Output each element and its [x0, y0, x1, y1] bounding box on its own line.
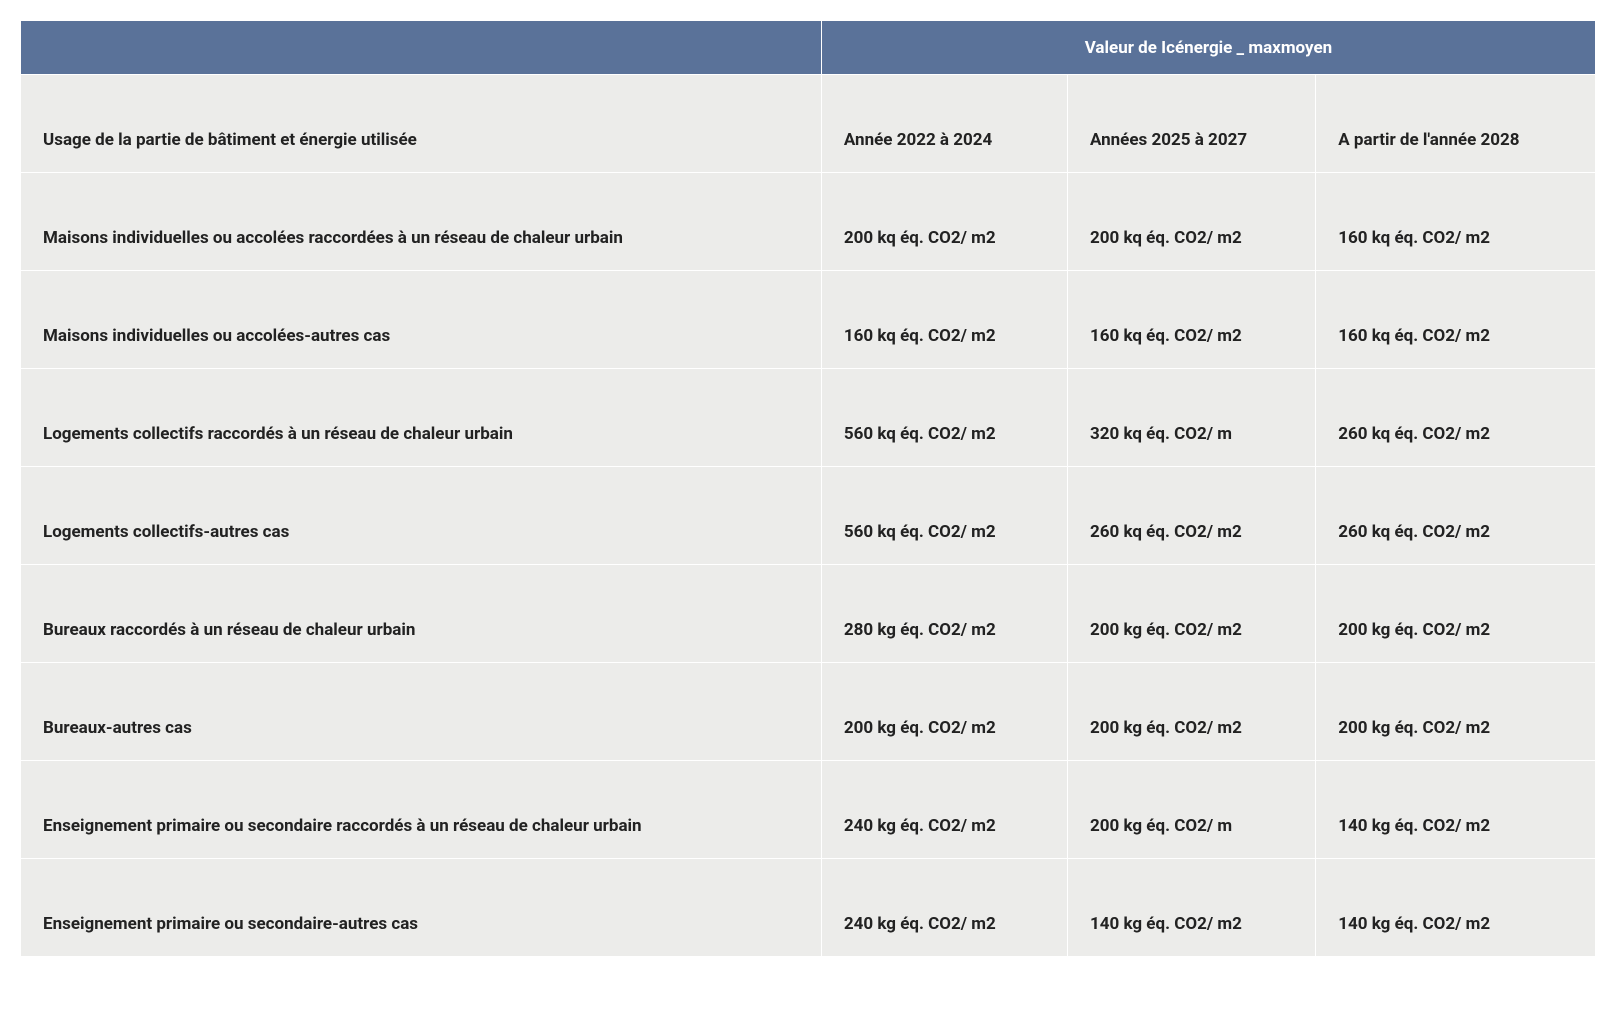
- cell-usage: Maisons individuelles ou accolées-autres…: [21, 271, 822, 369]
- column-header-period3: A partir de l'année 2028: [1316, 75, 1596, 173]
- cell-period3: 160 kq éq. CO2/ m2: [1316, 271, 1596, 369]
- cell-usage: Bureaux raccordés à un réseau de chaleur…: [21, 565, 822, 663]
- cell-period1: 240 kg éq. CO2/ m2: [821, 761, 1067, 859]
- header-title-cell: Valeur de Icénergie _ maxmoyen: [821, 21, 1595, 75]
- cell-period3: 200 kg éq. CO2/ m2: [1316, 565, 1596, 663]
- cell-usage: Bureaux-autres cas: [21, 663, 822, 761]
- table-row: Logements collectifs-autres cas 560 kq é…: [21, 467, 1596, 565]
- table-row: Logements collectifs raccordés à un rése…: [21, 369, 1596, 467]
- cell-usage: Logements collectifs raccordés à un rése…: [21, 369, 822, 467]
- table-row: Enseignement primaire ou secondaire-autr…: [21, 859, 1596, 957]
- header-row-1: Valeur de Icénergie _ maxmoyen: [21, 21, 1596, 75]
- cell-period1: 200 kq éq. CO2/ m2: [821, 173, 1067, 271]
- cell-period1: 160 kq éq. CO2/ m2: [821, 271, 1067, 369]
- cell-period1: 560 kq éq. CO2/ m2: [821, 369, 1067, 467]
- cell-period1: 560 kq éq. CO2/ m2: [821, 467, 1067, 565]
- cell-period2: 260 kq éq. CO2/ m2: [1067, 467, 1315, 565]
- cell-period1: 280 kg éq. CO2/ m2: [821, 565, 1067, 663]
- cell-period2: 140 kg éq. CO2/ m2: [1067, 859, 1315, 957]
- cell-usage: Enseignement primaire ou secondaire-autr…: [21, 859, 822, 957]
- cell-usage: Enseignement primaire ou secondaire racc…: [21, 761, 822, 859]
- cell-period2: 200 kg éq. CO2/ m2: [1067, 565, 1315, 663]
- cell-usage: Maisons individuelles ou accolées raccor…: [21, 173, 822, 271]
- cell-period3: 260 kq éq. CO2/ m2: [1316, 369, 1596, 467]
- cell-period3: 140 kg éq. CO2/ m2: [1316, 859, 1596, 957]
- cell-usage: Logements collectifs-autres cas: [21, 467, 822, 565]
- column-header-period1: Année 2022 à 2024: [821, 75, 1067, 173]
- energy-table: Valeur de Icénergie _ maxmoyen Usage de …: [20, 20, 1596, 957]
- cell-period2: 160 kq éq. CO2/ m2: [1067, 271, 1315, 369]
- table-row: Bureaux raccordés à un réseau de chaleur…: [21, 565, 1596, 663]
- table-row: Enseignement primaire ou secondaire racc…: [21, 761, 1596, 859]
- cell-period3: 140 kg éq. CO2/ m2: [1316, 761, 1596, 859]
- header-blank-cell: [21, 21, 822, 75]
- cell-period1: 200 kg éq. CO2/ m2: [821, 663, 1067, 761]
- table-body: Maisons individuelles ou accolées raccor…: [21, 173, 1596, 957]
- cell-period3: 160 kq éq. CO2/ m2: [1316, 173, 1596, 271]
- table-row: Maisons individuelles ou accolées-autres…: [21, 271, 1596, 369]
- cell-period2: 200 kq éq. CO2/ m2: [1067, 173, 1315, 271]
- table-row: Maisons individuelles ou accolées raccor…: [21, 173, 1596, 271]
- cell-period3: 200 kg éq. CO2/ m2: [1316, 663, 1596, 761]
- cell-period2: 200 kg éq. CO2/ m2: [1067, 663, 1315, 761]
- column-header-period2: Années 2025 à 2027: [1067, 75, 1315, 173]
- cell-period2: 200 kg éq. CO2/ m: [1067, 761, 1315, 859]
- header-row-2: Usage de la partie de bâtiment et énergi…: [21, 75, 1596, 173]
- energy-table-container: Valeur de Icénergie _ maxmoyen Usage de …: [20, 20, 1596, 957]
- cell-period3: 260 kq éq. CO2/ m2: [1316, 467, 1596, 565]
- cell-period1: 240 kg éq. CO2/ m2: [821, 859, 1067, 957]
- table-row: Bureaux-autres cas 200 kg éq. CO2/ m2 20…: [21, 663, 1596, 761]
- cell-period2: 320 kq éq. CO2/ m: [1067, 369, 1315, 467]
- column-header-usage: Usage de la partie de bâtiment et énergi…: [21, 75, 822, 173]
